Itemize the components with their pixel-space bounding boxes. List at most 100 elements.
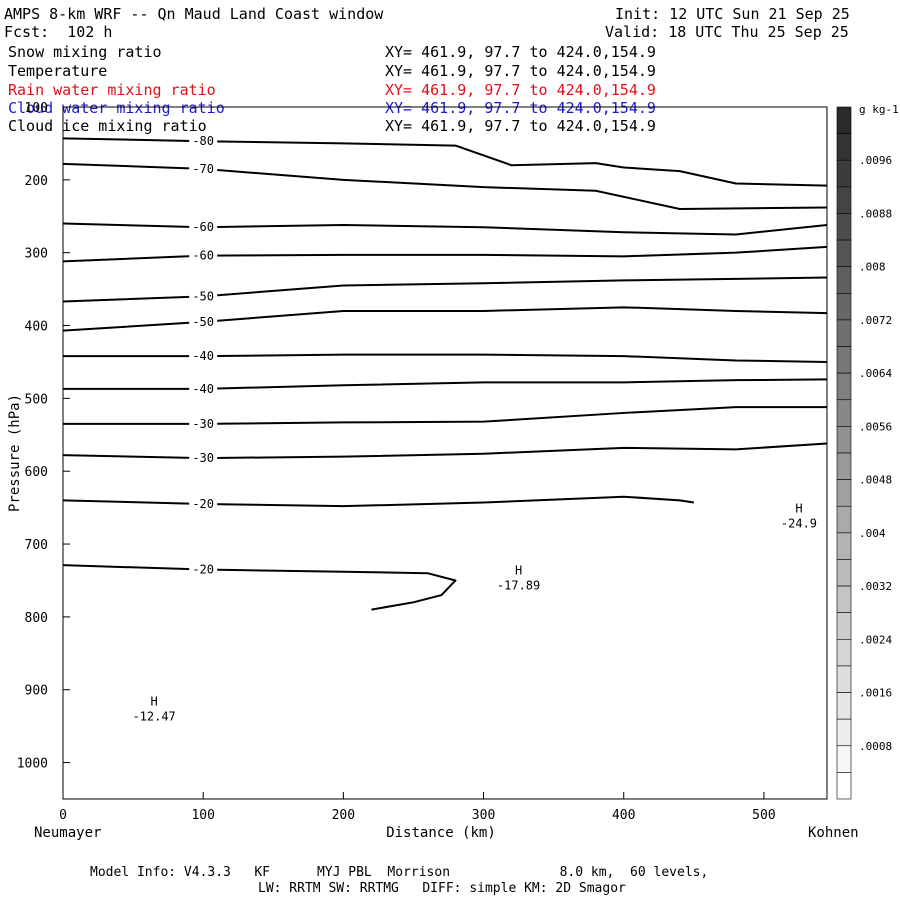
contour-label: -20 bbox=[192, 563, 214, 577]
field-name: Cloud water mixing ratio bbox=[8, 99, 225, 117]
colorbar-cell bbox=[836, 133, 852, 161]
colorbar-cell bbox=[836, 692, 852, 720]
colorbar-tick-label: .0072 bbox=[859, 314, 892, 327]
extremum-marker: H bbox=[515, 563, 522, 577]
contour-label: -20 bbox=[192, 497, 214, 511]
contour-label: -70 bbox=[192, 162, 214, 176]
colorbar-tick-label: .0096 bbox=[859, 154, 892, 167]
contour-label: -40 bbox=[192, 382, 214, 396]
colorbar-cell bbox=[836, 665, 852, 693]
contour-label-bg bbox=[189, 219, 218, 234]
y-tick-label: 700 bbox=[25, 538, 48, 553]
field-xy: XY= 461.9, 97.7 to 424.0,154.9 bbox=[385, 43, 656, 61]
temperature-contour bbox=[62, 495, 694, 508]
contour-label: -80 bbox=[192, 134, 214, 148]
colorbar-tick-label: .0024 bbox=[859, 633, 892, 646]
temperature-contour bbox=[63, 378, 828, 390]
colorbar-cell bbox=[836, 505, 852, 534]
y-tick-label: 800 bbox=[25, 611, 48, 626]
temperature-contour bbox=[62, 442, 828, 460]
field-name: Cloud ice mixing ratio bbox=[8, 117, 207, 135]
colorbar-cell bbox=[836, 266, 852, 294]
colorbar-cell bbox=[836, 585, 852, 613]
temperature-contour bbox=[62, 137, 828, 187]
x-tick-label: 200 bbox=[332, 808, 355, 823]
colorbar-cell bbox=[836, 186, 852, 214]
contour-label: -50 bbox=[192, 289, 214, 303]
colorbar-tick-label: .0064 bbox=[859, 367, 892, 380]
colorbar-tick-label: .0032 bbox=[859, 580, 892, 593]
forecast-hour: Fcst: 102 h bbox=[4, 23, 113, 41]
colorbar-cell bbox=[836, 293, 852, 321]
field-xy: XY= 461.9, 97.7 to 424.0,154.9 bbox=[385, 99, 656, 117]
colorbar-cell bbox=[836, 718, 852, 747]
contour-label: -60 bbox=[192, 249, 214, 263]
contour-label-bg bbox=[189, 348, 218, 363]
valid-time: Valid: 18 UTC Thu 25 Sep 25 bbox=[605, 23, 849, 41]
y-tick-label: 500 bbox=[25, 392, 48, 407]
colorbar-cell bbox=[836, 106, 852, 134]
colorbar-unit: g kg-1 bbox=[859, 103, 899, 116]
y-tick-label: 200 bbox=[25, 174, 48, 189]
contour-label: -30 bbox=[192, 417, 214, 431]
contour-label-bg bbox=[189, 495, 218, 510]
colorbar-tick-label: .0016 bbox=[859, 687, 892, 700]
field-name: Temperature bbox=[8, 62, 108, 80]
contour-label-bg bbox=[189, 247, 218, 262]
colorbar-tick-label: .008 bbox=[859, 261, 886, 274]
colorbar-cell bbox=[836, 745, 852, 773]
field-xy: XY= 461.9, 97.7 to 424.0,154.9 bbox=[385, 81, 656, 99]
colorbar-cell bbox=[836, 372, 852, 401]
colorbar-cell bbox=[836, 612, 852, 640]
contour-label-bg bbox=[189, 288, 218, 303]
colorbar-tick-label: .004 bbox=[859, 527, 886, 540]
colorbar-cell bbox=[836, 159, 852, 188]
y-tick-label: 900 bbox=[25, 684, 48, 699]
colorbar-cell bbox=[836, 479, 852, 507]
colorbar-cell bbox=[836, 213, 852, 241]
temperature-contour bbox=[62, 222, 828, 236]
contour-label-bg bbox=[189, 561, 218, 576]
field-xy: XY= 461.9, 97.7 to 424.0,154.9 bbox=[385, 62, 656, 80]
colorbar-cell bbox=[836, 639, 852, 667]
model-info: Model Info: V4.3.3 KF MYJ PBL Morrison 8… bbox=[90, 865, 709, 880]
colorbar-cell bbox=[836, 346, 852, 374]
field-name: Rain water mixing ratio bbox=[8, 81, 216, 99]
x-tick-label: 300 bbox=[472, 808, 495, 823]
contour-label: -60 bbox=[192, 220, 214, 234]
extremum-value: -24.9 bbox=[781, 517, 817, 531]
temperature-contour bbox=[63, 406, 827, 425]
temperature-contour bbox=[62, 245, 828, 263]
temperature-contour bbox=[62, 276, 828, 303]
chart-title: AMPS 8-km WRF -- Qn Maud Land Coast wind… bbox=[4, 5, 384, 23]
colorbar-tick-label: .0008 bbox=[859, 740, 892, 753]
colorbar-cell bbox=[836, 772, 852, 800]
x-tick-label: 500 bbox=[752, 808, 775, 823]
field-xy: XY= 461.9, 97.7 to 424.0,154.9 bbox=[385, 117, 656, 135]
init-time: Init: 12 UTC Sun 21 Sep 25 bbox=[615, 5, 850, 23]
model-physics: LW: RRTM SW: RRTMG DIFF: simple KM: 2D S… bbox=[258, 881, 626, 896]
y-tick-label: 300 bbox=[25, 247, 48, 262]
y-tick-label: 1000 bbox=[17, 757, 48, 772]
x-axis-title: Distance (km) bbox=[386, 825, 496, 841]
colorbar-cell bbox=[836, 319, 852, 347]
colorbar-cell bbox=[836, 532, 852, 560]
extremum-value: -17.89 bbox=[497, 578, 540, 592]
colorbar-tick-label: .0056 bbox=[859, 420, 892, 433]
y-tick-label: 400 bbox=[25, 320, 48, 335]
extremum-marker: H bbox=[151, 695, 158, 709]
extremum-marker: H bbox=[795, 502, 802, 516]
plot-frame bbox=[62, 106, 828, 800]
contour-label-bg bbox=[189, 450, 218, 465]
temperature-contour bbox=[62, 306, 828, 332]
colorbar-cell bbox=[836, 426, 852, 454]
colorbar-tick-label: .0088 bbox=[859, 207, 892, 220]
right-endpoint-label: Kohnen bbox=[808, 825, 859, 841]
x-tick-label: 100 bbox=[191, 808, 214, 823]
left-endpoint-label: Neumayer bbox=[34, 825, 101, 841]
contour-label: -50 bbox=[192, 315, 214, 329]
y-axis-title: Pressure (hPa) bbox=[7, 394, 23, 512]
colorbar-cell bbox=[836, 452, 852, 480]
contour-label-bg bbox=[189, 313, 218, 328]
colorbar-cell bbox=[836, 399, 852, 427]
